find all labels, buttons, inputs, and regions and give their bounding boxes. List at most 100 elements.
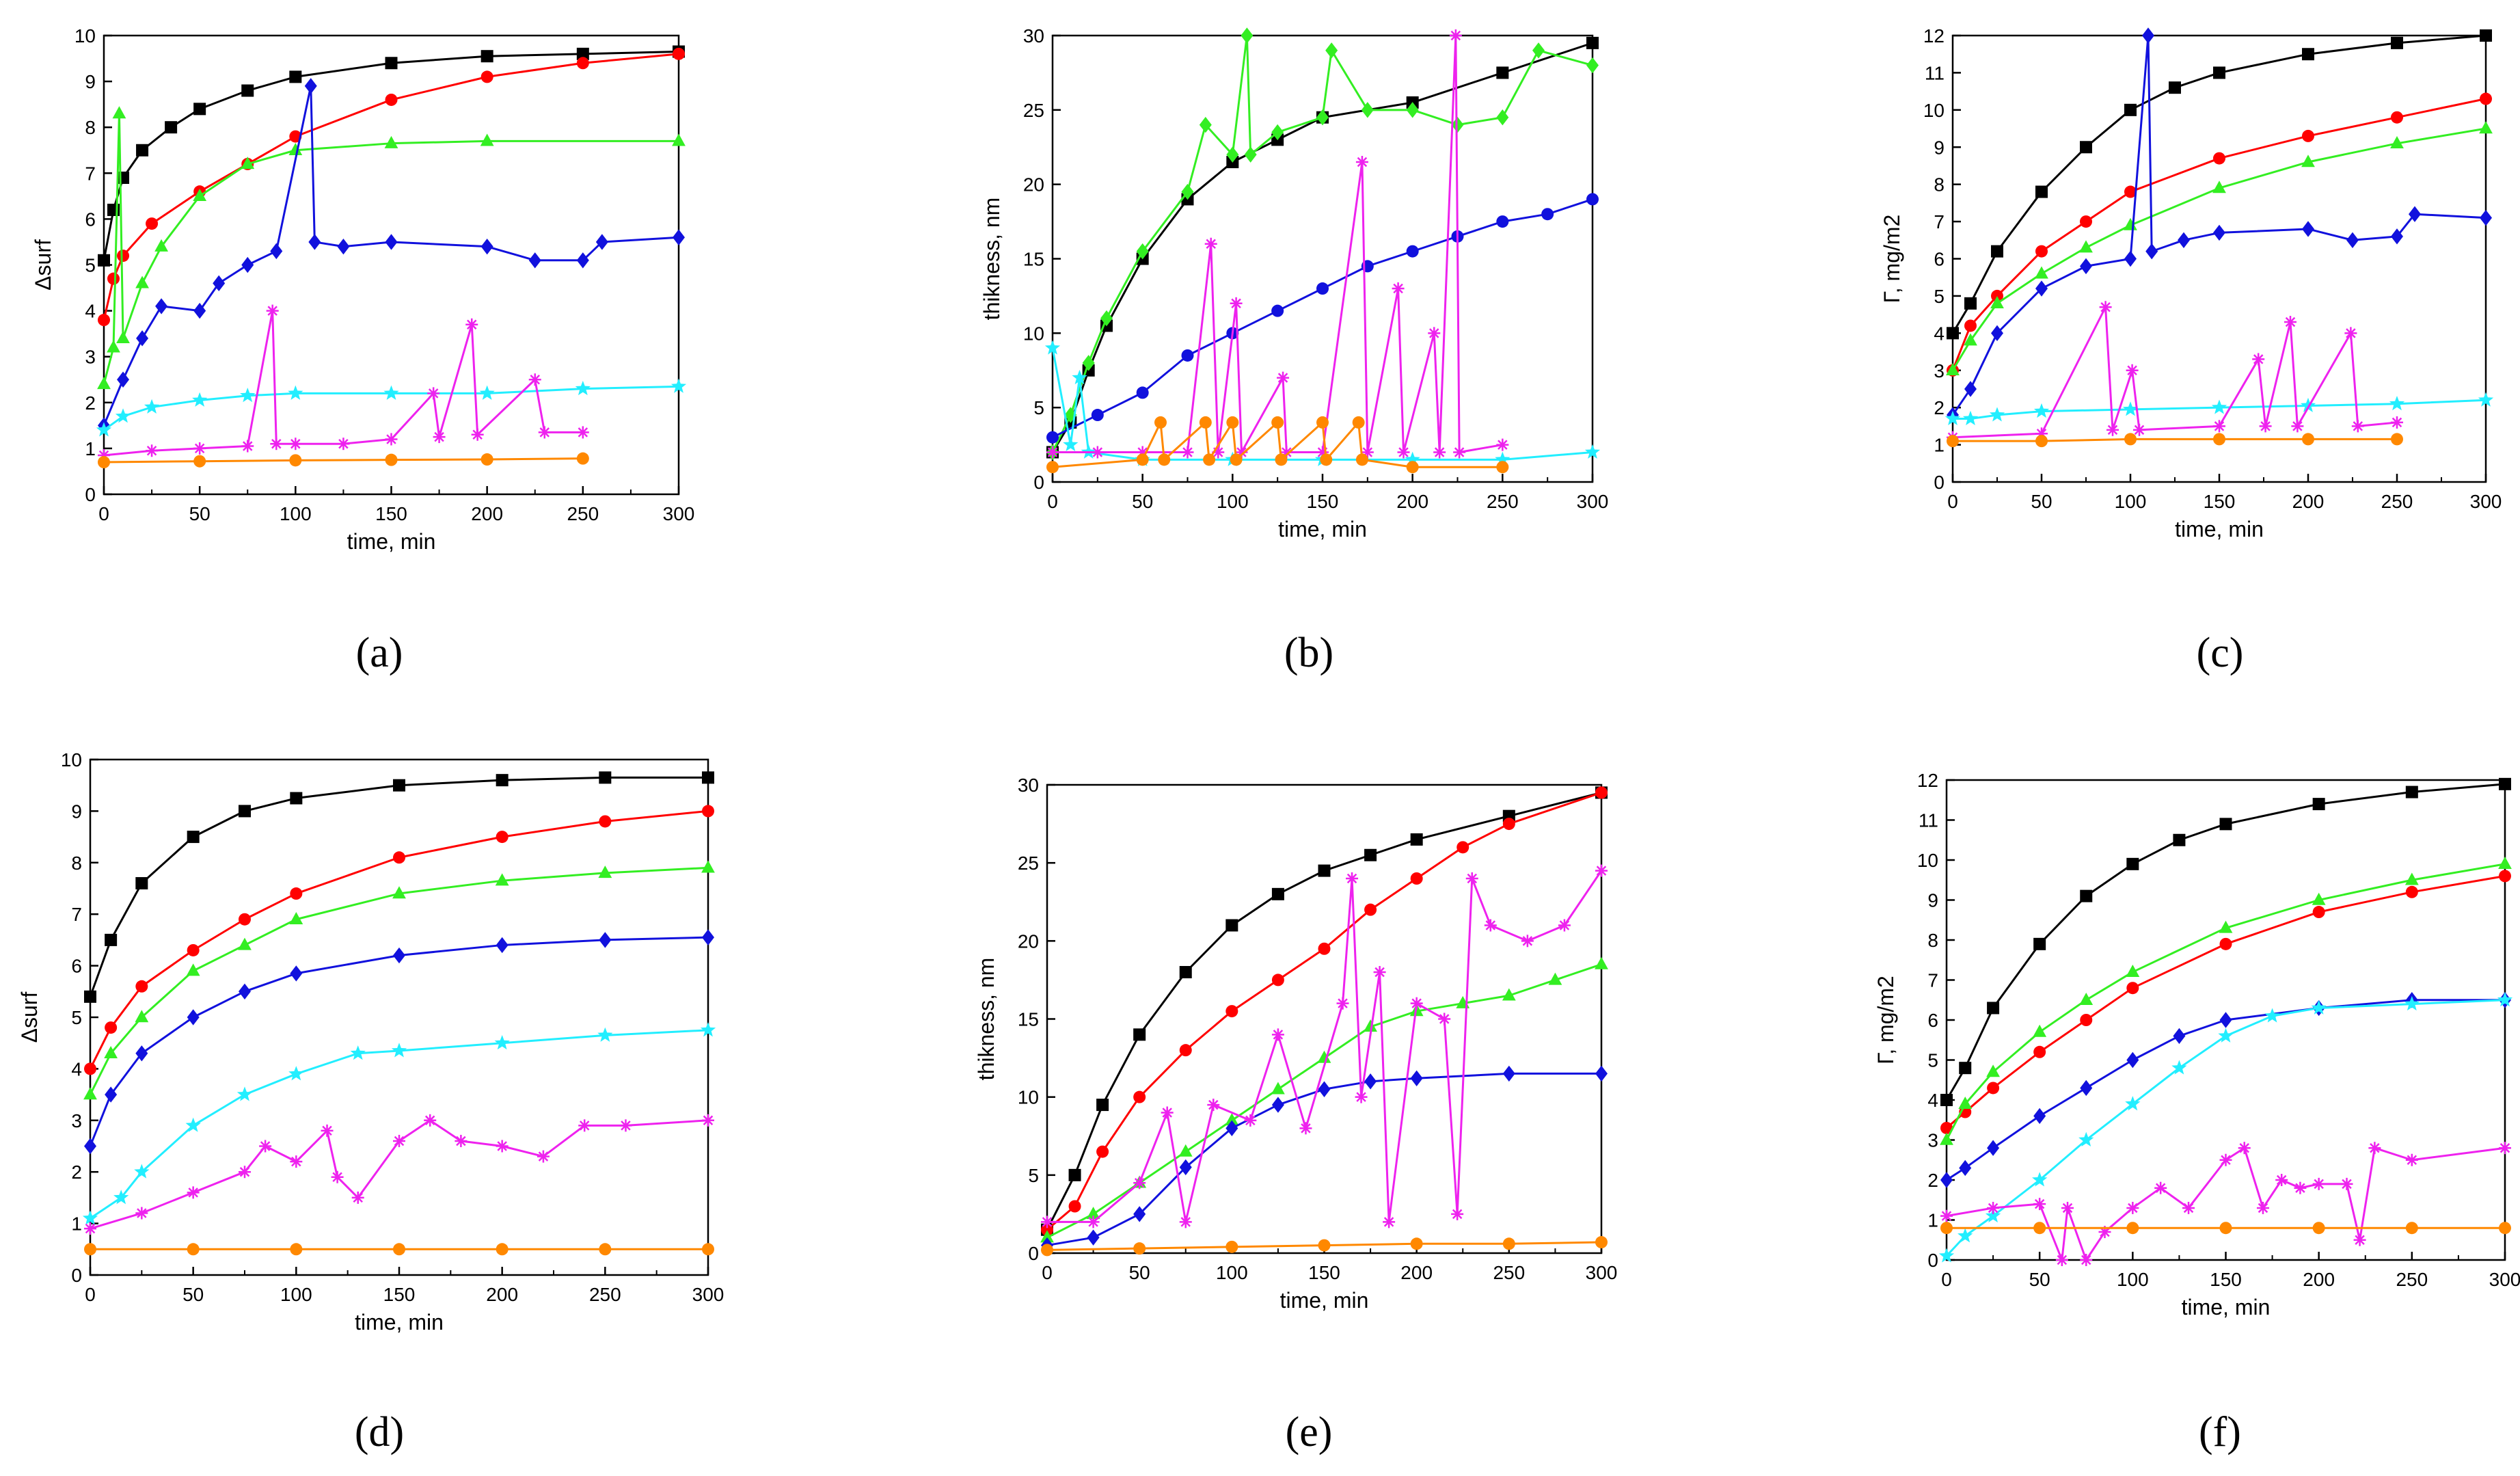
data-point-orange [2126, 1222, 2139, 1235]
data-point-magenta [385, 433, 398, 446]
data-point-magenta [2080, 1254, 2093, 1266]
y-tick-label: 0 [1927, 1250, 1938, 1271]
x-tick-label: 300 [1577, 491, 1609, 512]
data-point-black [576, 47, 589, 60]
data-point-green [1316, 109, 1329, 126]
data-point-cyan [2300, 397, 2316, 412]
data-point-black [136, 144, 149, 157]
y-tick-label: 2 [1927, 1170, 1938, 1191]
series-line-red [1946, 874, 2506, 1129]
data-point-green [186, 963, 200, 976]
y-tick-label: 4 [85, 301, 96, 322]
data-point-black [2080, 141, 2092, 154]
data-point-blue [1959, 1159, 1972, 1177]
data-point-green [116, 331, 130, 344]
x-tick-label: 200 [471, 503, 503, 524]
series-blue [1046, 193, 1599, 444]
data-point-blue [1496, 215, 1509, 228]
y-tick-label: 10 [74, 25, 96, 46]
x-tick-label: 250 [567, 503, 599, 524]
series-cyan [1938, 992, 2513, 1263]
y-tick-label: 25 [1018, 853, 1039, 874]
data-point-orange [1595, 1236, 1608, 1249]
data-point-orange [1940, 1222, 1953, 1235]
data-point-black [2033, 937, 2046, 950]
data-point-magenta [2294, 1181, 2307, 1194]
data-point-black [1133, 1028, 1146, 1041]
data-point-red [2033, 1045, 2046, 1058]
y-tick-label: 11 [1925, 62, 1945, 83]
data-point-magenta [1299, 1122, 1312, 1135]
data-point-cyan [2497, 992, 2513, 1007]
data-point-magenta [2154, 1181, 2167, 1194]
data-point-cyan [2264, 1008, 2280, 1023]
x-tick-label: 150 [2210, 1269, 2242, 1290]
data-point-green [392, 886, 406, 899]
data-point-green [1406, 102, 1419, 118]
data-point-green [1136, 243, 1149, 260]
data-point-black [1586, 36, 1599, 49]
x-tick-label: 250 [2381, 491, 2413, 512]
data-point-blue [2391, 228, 2403, 245]
series-green [1040, 956, 1608, 1243]
data-point-cyan [2211, 399, 2227, 414]
data-point-red [2312, 906, 2325, 919]
data-point-black [2312, 798, 2325, 811]
x-tick-label: 300 [663, 503, 695, 524]
x-tick-label: 50 [2031, 491, 2052, 512]
series-cyan [96, 378, 687, 437]
y-tick-label: 12 [1917, 770, 1938, 791]
y-tick-label: 10 [1023, 323, 1044, 344]
data-point-magenta [2340, 1177, 2353, 1190]
data-point-magenta [2312, 1177, 2325, 1190]
data-point-black [385, 57, 398, 70]
data-point-magenta [1361, 446, 1374, 459]
y-tick-label: 3 [85, 347, 96, 368]
y-tick-label: 7 [1927, 970, 1938, 991]
series-black [84, 771, 714, 1003]
data-point-blue [1316, 282, 1329, 295]
data-point-magenta [2259, 420, 2272, 433]
series-cyan [1945, 392, 2494, 425]
series-line-magenta [1053, 34, 1503, 453]
y-tick-label: 1 [1934, 435, 1945, 456]
series-orange [1041, 1236, 1608, 1257]
data-point-orange [2124, 433, 2137, 446]
data-point-black [187, 831, 200, 844]
data-point-black [1959, 1062, 1972, 1075]
y-tick-label: 12 [1923, 25, 1945, 46]
data-point-orange [385, 453, 398, 466]
data-point-blue [2213, 224, 2225, 241]
series-black [1041, 786, 1608, 1236]
data-point-magenta [1346, 872, 1359, 885]
data-point-green [1181, 183, 1194, 200]
data-point-blue [576, 252, 589, 269]
data-point-orange [1271, 416, 1284, 429]
y-tick-label: 2 [85, 392, 96, 414]
data-point-green [598, 866, 612, 878]
series-orange [1046, 416, 1509, 474]
data-point-blue [84, 1138, 96, 1155]
data-point-red [2124, 185, 2137, 198]
data-point-blue [270, 243, 283, 260]
series-magenta [84, 1114, 714, 1235]
data-point-magenta [1179, 1216, 1192, 1229]
chart-panel-b: 0 50 100 150 200 250 300 0 5 10 15 20 25 30 time, min t… [979, 25, 1608, 676]
data-point-red [98, 314, 110, 327]
x-tick-label: 0 [1941, 1269, 1952, 1290]
data-point-blue [1271, 304, 1284, 317]
data-point-magenta [2061, 1201, 2074, 1214]
series-black [1940, 777, 2511, 1106]
data-point-orange [1199, 416, 1212, 429]
panel-label-c: (c) [2197, 630, 2244, 676]
data-point-magenta [266, 304, 279, 317]
data-point-red [1595, 786, 1608, 799]
series-black [98, 45, 685, 267]
y-tick-label: 3 [71, 1110, 82, 1131]
x-tick-label: 150 [383, 1284, 416, 1305]
data-point-cyan [575, 380, 591, 396]
data-point-black [2124, 103, 2137, 116]
data-point-black [1225, 919, 1238, 932]
data-point-cyan [288, 385, 303, 400]
y-tick-label: 4 [71, 1058, 82, 1079]
